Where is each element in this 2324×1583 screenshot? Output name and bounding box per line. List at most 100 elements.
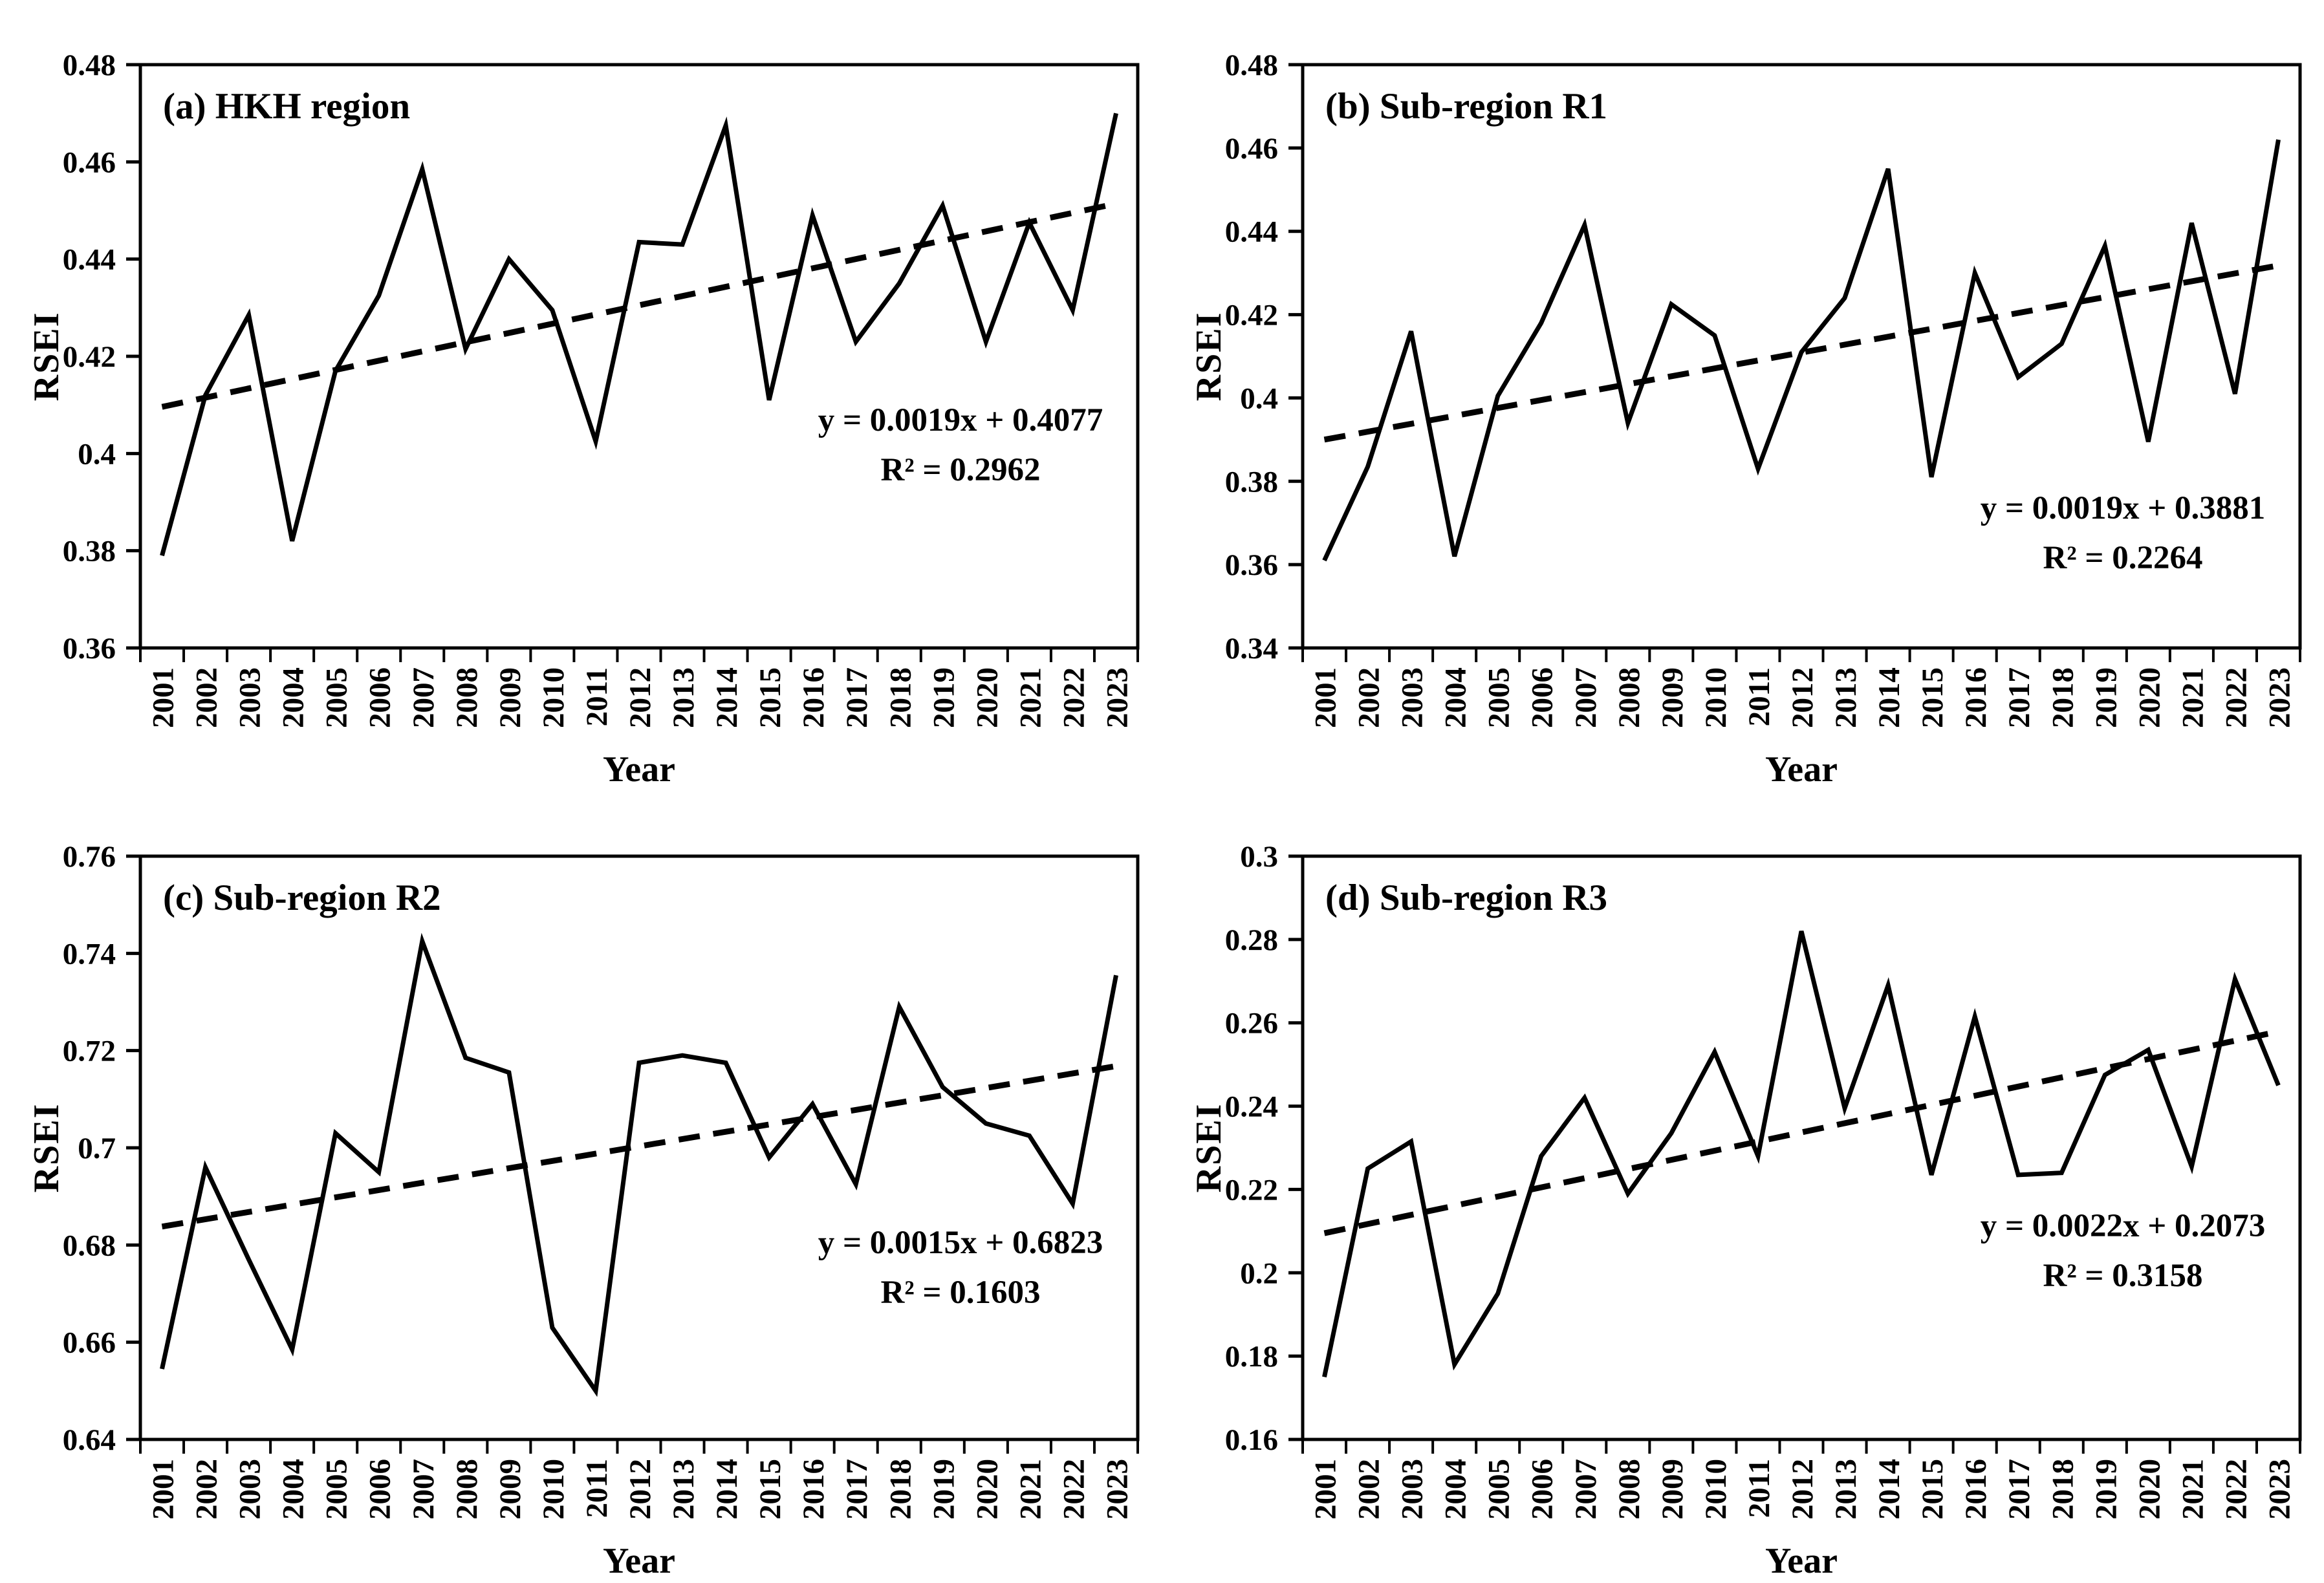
svg-text:2011: 2011 (1743, 667, 1776, 726)
svg-text:0.76: 0.76 (63, 840, 116, 874)
svg-text:0.36: 0.36 (63, 632, 116, 665)
svg-text:2014: 2014 (710, 1459, 744, 1520)
svg-text:2007: 2007 (407, 667, 440, 728)
svg-text:2004: 2004 (1439, 1459, 1473, 1520)
chart-canvas-r1: 0.34 0.36 0.38 0.4 0.42 0.44 0.46 0.48 2001 2002 2… (1225, 48, 2302, 728)
svg-text:2015: 2015 (754, 667, 787, 728)
svg-text:2021: 2021 (2176, 1459, 2210, 1520)
y-axis-title: RSEI (27, 1103, 67, 1193)
panel-sub-region-r1: 0.34 0.36 0.38 0.4 0.42 0.44 0.46 0.48 2001 2002 2… (1162, 0, 2324, 792)
svg-text:2018: 2018 (2046, 1459, 2080, 1520)
trend-equation: y = 0.0019x + 0.3881 R² = 0.2264 (1981, 484, 2266, 583)
svg-text:2001: 2001 (147, 1459, 180, 1520)
x-axis-title: Year (1765, 1541, 1838, 1581)
svg-text:2016: 2016 (1959, 667, 1993, 728)
svg-text:0.18: 0.18 (1225, 1340, 1278, 1373)
svg-text:0.44: 0.44 (63, 243, 116, 277)
trend-equation: y = 0.0019x + 0.4077 R² = 0.2962 (818, 396, 1103, 495)
svg-text:2008: 2008 (1613, 1459, 1646, 1520)
svg-text:2020: 2020 (970, 1459, 1004, 1520)
svg-text:0.2: 0.2 (1240, 1256, 1278, 1290)
x-axis-title: Year (1765, 749, 1838, 790)
svg-text:2006: 2006 (364, 667, 397, 728)
svg-text:2019: 2019 (927, 1459, 961, 1520)
equation-line: y = 0.0015x + 0.6823 (818, 1225, 1103, 1261)
svg-text:2011: 2011 (580, 1459, 614, 1518)
svg-text:2006: 2006 (1526, 1459, 1559, 1520)
svg-text:2012: 2012 (1786, 1459, 1819, 1520)
svg-text:2016: 2016 (1959, 1459, 1993, 1520)
svg-text:0.7: 0.7 (78, 1132, 116, 1165)
svg-text:2001: 2001 (1309, 667, 1343, 728)
y-axis-title: RSEI (1189, 1103, 1229, 1193)
svg-text:2010: 2010 (1699, 667, 1733, 728)
svg-text:2014: 2014 (1873, 1459, 1906, 1520)
svg-text:2004: 2004 (277, 667, 310, 728)
svg-text:0.48: 0.48 (1225, 48, 1278, 82)
svg-text:2022: 2022 (1057, 667, 1091, 728)
y-axis-title: RSEI (1189, 311, 1229, 402)
svg-text:2004: 2004 (1439, 667, 1473, 728)
r-squared-line: R² = 0.3158 (2043, 1258, 2203, 1294)
svg-text:2008: 2008 (1613, 667, 1646, 728)
svg-text:2002: 2002 (1352, 667, 1386, 728)
svg-text:0.16: 0.16 (1225, 1423, 1278, 1457)
panel-sub-region-r3: 0.16 0.18 0.2 0.22 0.24 0.26 0.28 0.3 2001 2002 20… (1162, 792, 2324, 1583)
equation-line: y = 0.0019x + 0.4077 (818, 402, 1103, 438)
svg-text:2020: 2020 (970, 667, 1004, 728)
svg-text:0.28: 0.28 (1225, 923, 1278, 957)
svg-text:2005: 2005 (320, 667, 354, 728)
svg-text:2017: 2017 (2003, 1459, 2036, 1520)
svg-text:0.22: 0.22 (1225, 1173, 1278, 1207)
svg-text:2016: 2016 (797, 1459, 831, 1520)
chart-title: (d) Sub-region R3 (1325, 878, 1608, 918)
chart-title: (c) Sub-region R2 (163, 878, 441, 918)
svg-text:2009: 2009 (494, 667, 527, 728)
svg-text:2011: 2011 (1743, 1459, 1776, 1518)
svg-text:0.26: 0.26 (1225, 1007, 1278, 1040)
svg-text:2001: 2001 (1309, 1459, 1343, 1520)
svg-text:2005: 2005 (1482, 667, 1516, 728)
svg-text:2005: 2005 (320, 1459, 354, 1520)
y-axis-title: RSEI (27, 311, 67, 402)
chart-canvas-r3: 0.16 0.18 0.2 0.22 0.24 0.26 0.28 0.3 2001 2002 20… (1225, 840, 2302, 1520)
svg-text:2021: 2021 (1014, 667, 1047, 728)
svg-text:2022: 2022 (2219, 1459, 2253, 1520)
svg-text:2018: 2018 (2046, 667, 2080, 728)
chart-canvas-r2: 0.64 0.66 0.68 0.7 0.72 0.74 0.76 2001 2002 2003 2… (63, 840, 1140, 1520)
r-squared-line: R² = 0.2962 (880, 452, 1041, 488)
svg-text:2020: 2020 (2133, 667, 2166, 728)
svg-text:0.42: 0.42 (1225, 299, 1278, 332)
svg-text:2023: 2023 (2263, 1459, 2296, 1520)
svg-text:2017: 2017 (840, 1459, 874, 1520)
svg-text:2004: 2004 (277, 1459, 310, 1520)
svg-text:2019: 2019 (927, 667, 961, 728)
x-axis-title: Year (603, 1541, 675, 1581)
chart-title: (a) HKH region (163, 86, 411, 127)
svg-text:0.48: 0.48 (63, 48, 116, 82)
svg-text:2012: 2012 (1786, 667, 1819, 728)
svg-text:2007: 2007 (1569, 1459, 1603, 1520)
svg-text:2010: 2010 (537, 667, 570, 728)
svg-text:0.74: 0.74 (63, 937, 116, 971)
svg-text:0.46: 0.46 (63, 145, 116, 179)
svg-text:0.42: 0.42 (63, 340, 116, 374)
svg-text:2015: 2015 (754, 1459, 787, 1520)
equation-line: y = 0.0019x + 0.3881 (1980, 490, 2266, 526)
trend-equation: y = 0.0015x + 0.6823 R² = 0.1603 (818, 1218, 1103, 1318)
r-squared-line: R² = 0.2264 (2043, 540, 2203, 576)
svg-text:2010: 2010 (1699, 1459, 1733, 1520)
svg-text:2003: 2003 (1396, 1459, 1429, 1520)
chart-canvas-hkh: 0.36 0.38 0.4 0.42 0.44 0.46 0.48 2001 2002 2003 2… (63, 48, 1140, 728)
svg-text:2015: 2015 (1916, 667, 1949, 728)
svg-text:2022: 2022 (2219, 667, 2253, 728)
svg-text:2013: 2013 (667, 1459, 700, 1520)
svg-text:2022: 2022 (1057, 1459, 1091, 1520)
svg-text:2012: 2012 (624, 667, 657, 728)
svg-text:2002: 2002 (190, 667, 224, 728)
svg-text:2018: 2018 (884, 667, 917, 728)
svg-text:2003: 2003 (233, 667, 267, 728)
svg-text:2014: 2014 (1873, 667, 1906, 728)
svg-text:0.66: 0.66 (63, 1326, 116, 1360)
svg-text:2023: 2023 (1100, 1459, 1134, 1520)
